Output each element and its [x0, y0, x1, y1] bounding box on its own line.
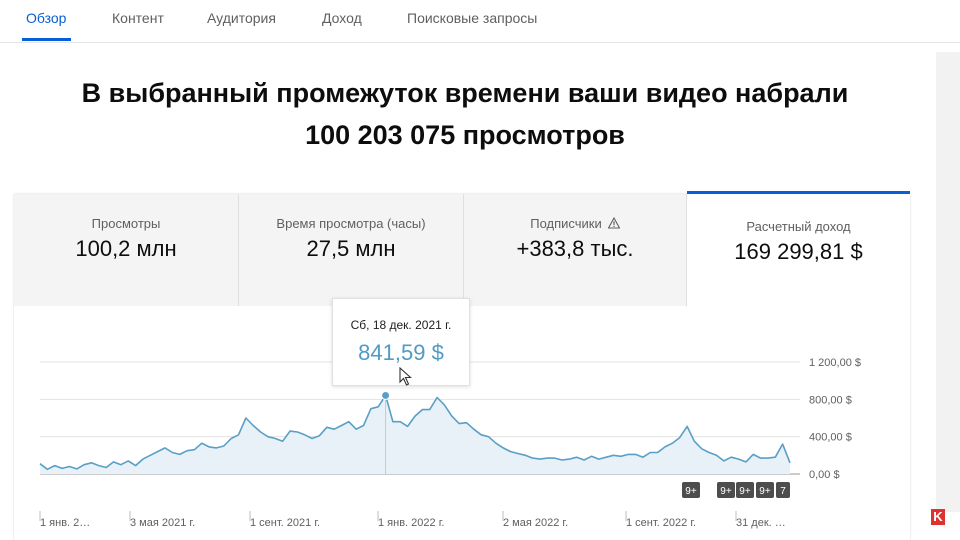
badge-label: 9+ — [759, 486, 771, 497]
annotation-badge[interactable]: 9+ — [756, 482, 774, 498]
badge-label: 9+ — [685, 486, 697, 497]
metric-value: 27,5 млн — [306, 236, 396, 261]
x-tick-label: 3 мая 2021 г. — [130, 517, 195, 529]
metric-value: +383,8 тыс. — [516, 236, 634, 261]
highlight-point — [381, 390, 391, 400]
x-tick-label: 1 янв. 2… — [40, 517, 90, 529]
annotation-badge[interactable]: 9+ — [717, 482, 735, 498]
metric-value: 169 299,81 $ — [734, 239, 863, 264]
revenue-line — [39, 394, 791, 471]
warning-icon — [607, 217, 620, 229]
right-rail — [936, 52, 960, 512]
metric-value: 100,2 млн — [75, 236, 177, 261]
tab-search-queries[interactable]: Поисковые запросы — [407, 10, 538, 26]
x-tick-label: 1 сент. 2021 г. — [250, 517, 320, 529]
y-tick-label: 400,00 $ — [809, 432, 852, 444]
badge-label: 7 — [780, 486, 786, 497]
badge-label: 9+ — [739, 486, 751, 497]
metric-label: Время просмотра (часы) — [276, 216, 426, 231]
metric-estimated-revenue[interactable]: Расчетный доход 169 299,81 $ — [687, 191, 910, 309]
y-tick-label: 0,00 $ — [809, 469, 840, 481]
active-tab-indicator — [22, 38, 71, 41]
y-tick-label: 1 200,00 $ — [809, 357, 861, 369]
badge-bg — [682, 482, 700, 498]
metric-label: Просмотры — [91, 216, 161, 231]
x-tick-label: 31 дек. … — [736, 517, 786, 529]
metric-label-text: Подписчики — [530, 216, 602, 231]
annotation-badge[interactable]: 9+ — [736, 482, 754, 498]
top-nav: Обзор Контент Аудитория Доход Поисковые … — [0, 0, 960, 43]
badge-label: 9+ — [720, 486, 732, 497]
tab-overview[interactable]: Обзор — [26, 10, 67, 26]
page-headline: В выбранный промежуток времени ваши виде… — [40, 72, 890, 156]
tooltip-date: Сб, 18 дек. 2021 г. — [350, 318, 452, 332]
metric-watch-time[interactable]: Время просмотра (часы) 27,5 млн — [239, 194, 464, 306]
y-axis-ticks: 1 200,00 $ 800,00 $ 400,00 $ 0,00 $ — [809, 357, 861, 481]
tooltip-value: 841,59 $ — [358, 340, 444, 365]
badge-bg — [717, 482, 735, 498]
badge-bg — [756, 482, 774, 498]
metric-label: Подписчики — [464, 216, 686, 231]
metric-subscribers[interactable]: Подписчики +383,8 тыс. — [464, 194, 687, 306]
badge-bg — [776, 482, 790, 498]
headline-line-1: В выбранный промежуток времени ваши виде… — [81, 78, 849, 108]
metric-views[interactable]: Просмотры 100,2 млн — [14, 194, 239, 306]
y-tick-label: 800,00 $ — [809, 394, 852, 406]
channel-logo-icon: K — [931, 509, 945, 525]
tab-content[interactable]: Контент — [112, 10, 164, 26]
tab-audience[interactable]: Аудитория — [207, 10, 276, 26]
badge-bg — [736, 482, 754, 498]
x-tick-label: 1 сент. 2022 г. — [626, 517, 696, 529]
annotation-badge[interactable]: 9+ — [682, 482, 700, 498]
revenue-area — [40, 395, 790, 474]
mouse-cursor-icon — [399, 367, 412, 386]
headline-line-2: 100 203 075 просмотров — [305, 120, 625, 150]
tab-revenue[interactable]: Доход — [322, 10, 362, 26]
x-axis-ticks: 1 янв. 2… 3 мая 2021 г. 1 сент. 2021 г. 1 я… — [39, 511, 786, 529]
metric-label: Расчетный доход — [746, 219, 851, 234]
x-tick-label: 2 мая 2022 г. — [503, 517, 568, 529]
x-tick-label: 1 янв. 2022 г. — [378, 517, 444, 529]
analytics-card: Просмотры 100,2 млн Время просмотра (час… — [14, 191, 910, 540]
annotation-badge[interactable]: 7 — [776, 482, 790, 498]
annotation-badges: 9+ 9+ 9+ 9+ 7 — [682, 482, 790, 498]
